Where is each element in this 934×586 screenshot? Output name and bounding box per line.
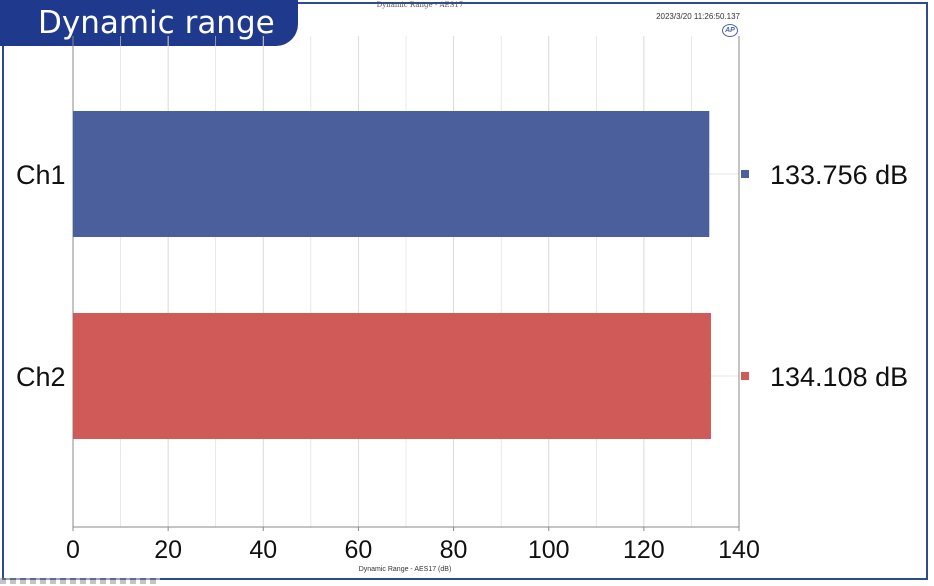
category-label-ch1: Ch1 [16, 160, 66, 190]
legend-marker-ch1 [741, 170, 749, 178]
chart-title: Dynamic Range - AES17 [376, 1, 464, 9]
x-tick-label: 40 [249, 536, 277, 564]
bottom-strip [0, 578, 160, 584]
bar-ch2 [73, 313, 711, 439]
value-label-ch2: 134.108 dB [770, 362, 908, 392]
x-tick-label: 60 [345, 536, 373, 564]
x-tick-label: 140 [718, 536, 760, 564]
timestamp: 2023/3/20 11:26:50.137 [656, 12, 740, 21]
ap-logo-icon: AP [722, 24, 738, 37]
chart-frame [2, 2, 928, 580]
bar-ch1 [73, 111, 710, 237]
x-tick-label: 120 [623, 536, 665, 564]
value-label-ch1: 133.756 dB [770, 160, 908, 190]
x-tick-label: 80 [440, 536, 468, 564]
category-label-ch2: Ch2 [16, 362, 66, 392]
x-axis-label: Dynamic Range - AES17 (dB) [358, 566, 452, 573]
dynamic-range-badge: Dynamic range [0, 0, 298, 46]
x-tick-label: 0 [66, 536, 80, 564]
x-tick-label: 20 [154, 536, 182, 564]
x-tick-label: 100 [528, 536, 570, 564]
legend-marker-ch2 [741, 372, 749, 380]
